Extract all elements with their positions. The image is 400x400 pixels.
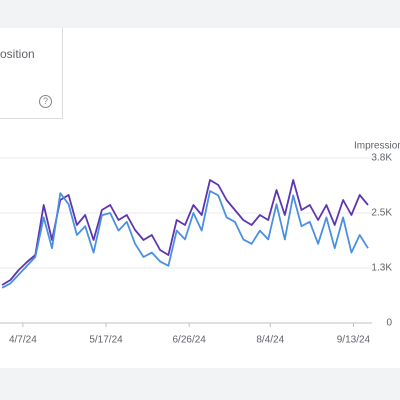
y-tick-label: 1.3K [371,263,392,274]
y-tick-label: 2.5K [371,208,392,219]
x-tick-label: 5/17/24 [89,335,123,346]
x-tick-label: 4/7/24 [9,335,37,346]
series-line [1,190,369,289]
y-tick-label: 0 [386,318,392,329]
y-axis-title: Impressions [354,141,400,152]
x-tick-label: 9/13/24 [337,335,371,346]
metric-label: osition [0,47,35,61]
chart-card [0,28,400,368]
x-tick-label: 6/26/24 [173,335,207,346]
metric-tile[interactable]: osition ? [0,28,63,119]
help-icon[interactable]: ? [39,95,52,108]
y-tick-label: 3.8K [371,153,392,164]
x-tick-label: 8/4/24 [256,335,284,346]
